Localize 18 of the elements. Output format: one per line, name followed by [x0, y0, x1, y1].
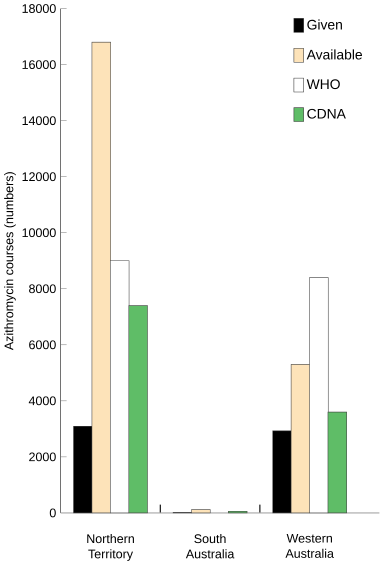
legend-label: CDNA	[307, 108, 346, 119]
x-tick-label: South Australia	[186, 534, 234, 558]
y-tick-label: 8000	[29, 284, 56, 294]
legend-label: Available	[306, 49, 362, 60]
y-tick-label: 0	[50, 508, 56, 518]
y-tick-label: 6000	[29, 340, 56, 350]
y-tick-label: 10000	[22, 228, 56, 238]
y-tick-label: 4000	[28, 396, 56, 406]
y-tick-label: 18000	[22, 4, 56, 13]
y-tick-label: 2000	[29, 452, 56, 462]
x-tick-label: Western Australia	[285, 534, 334, 558]
legend-label: Given	[307, 19, 342, 30]
legend-label: WHO	[306, 79, 340, 90]
y-tick-label: 14000	[22, 116, 56, 126]
y-tick-label: 16000	[22, 60, 56, 70]
y-axis-title: Azithromycin courses (numbers)	[4, 172, 16, 350]
y-tick-label: 12000	[22, 172, 56, 182]
x-tick-label: Northern Territory	[87, 534, 134, 561]
